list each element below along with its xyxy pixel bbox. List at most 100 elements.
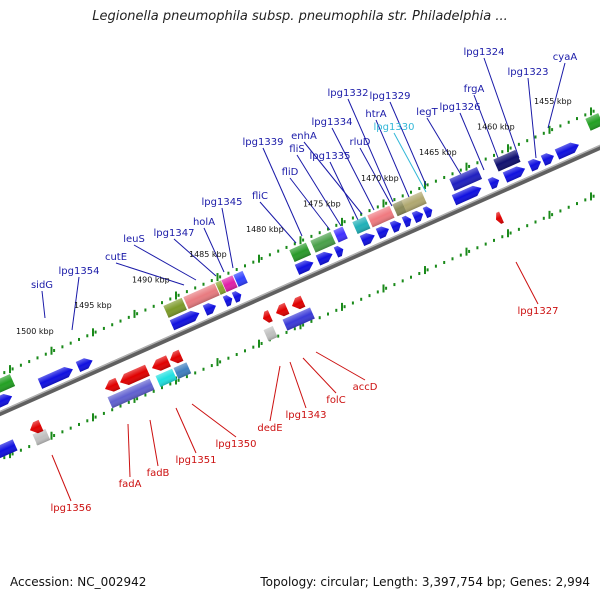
forward-gene-label[interactable]: lpg1347 [154,228,195,239]
forward-gene-arrow[interactable] [231,290,244,303]
forward-gene-label[interactable]: lpg1354 [59,266,100,277]
reverse-gene-label[interactable]: lpg1351 [176,455,217,466]
forward-gene-box[interactable] [493,149,521,172]
forward-gene-label[interactable]: leuS [123,234,145,245]
forward-gene-arrow[interactable] [502,164,528,183]
reverse-gene-arrow[interactable] [103,377,121,395]
forward-gene-arrow[interactable] [554,140,581,160]
forward-gene-arrow[interactable] [451,183,484,206]
forward-gene-box[interactable] [163,297,187,318]
reverse-gene-label[interactable]: fadA [119,479,142,490]
reverse-gene-arrow[interactable] [282,307,315,331]
forward-gene-arrow[interactable] [487,175,502,190]
forward-gene-box[interactable] [233,270,248,287]
reverse-gene-arrow[interactable] [290,295,306,312]
forward-gene-arrow[interactable] [411,209,426,223]
forward-gene-box[interactable] [310,231,336,253]
forward-gene-label[interactable]: fliC [252,191,268,202]
forward-gene-box[interactable] [449,166,483,192]
forward-gene-box[interactable] [401,191,427,213]
forward-gene-label[interactable]: lpg1330 [374,122,415,133]
forward-gene-box[interactable] [215,280,227,295]
forward-gene-box[interactable] [289,242,312,262]
forward-gene-label[interactable]: enhA [291,131,317,142]
forward-gene-arrow[interactable] [359,230,377,247]
tick-mark [260,341,263,345]
reverse-gene-label[interactable]: folC [326,395,345,406]
forward-gene-box[interactable] [585,113,600,131]
forward-gene-label[interactable]: lpg1323 [508,67,549,78]
reverse-gene-label[interactable]: fadB [147,468,170,479]
forward-gene-label[interactable]: lpg1345 [202,197,243,208]
reverse-gene-arrow[interactable] [155,368,177,387]
reverse-gene-label[interactable]: lpg1350 [216,439,257,450]
forward-gene-arrow[interactable] [222,293,235,307]
forward-leader-line [331,127,375,211]
tick-mark [484,157,487,161]
tick-mark [53,349,56,353]
forward-gene-arrow[interactable] [75,355,95,372]
forward-gene-label[interactable]: lpg1335 [310,151,351,162]
forward-gene-label[interactable]: lpg1339 [243,137,284,148]
tick-mark [169,382,172,386]
forward-gene-box[interactable] [333,226,348,243]
reverse-gene-arrow[interactable] [28,419,44,436]
reverse-gene-label[interactable]: lpg1327 [518,306,559,317]
tick-mark [393,283,396,287]
reverse-gene-arrow[interactable] [32,428,51,446]
forward-gene-arrow[interactable] [401,214,414,228]
forward-gene-arrow[interactable] [294,258,316,275]
forward-gene-arrow[interactable] [527,157,543,172]
forward-gene-label[interactable]: htrA [365,109,386,120]
forward-gene-label[interactable]: cutE [105,252,127,263]
forward-gene-box[interactable] [0,374,16,394]
forward-gene-arrow[interactable] [540,151,556,166]
reverse-gene-arrow[interactable] [261,310,273,324]
forward-gene-label[interactable]: cyaA [553,52,578,63]
forward-gene-label[interactable]: holA [193,217,215,228]
forward-gene-label[interactable]: lpg1324 [464,47,505,58]
forward-gene-arrow[interactable] [375,224,391,239]
forward-gene-arrow[interactable] [169,308,202,331]
tick-mark [310,319,313,323]
reverse-gene-arrow[interactable] [263,326,278,342]
tick-mark [44,352,47,356]
reverse-gene-arrow[interactable] [107,378,155,409]
forward-gene-label[interactable]: frgA [464,84,485,95]
forward-gene-box[interactable] [183,283,220,310]
reverse-gene-label[interactable]: lpg1343 [286,410,327,421]
forward-gene-box[interactable] [367,205,395,228]
forward-gene-label[interactable]: fliD [282,167,299,178]
forward-gene-label[interactable]: fliS [289,144,304,155]
reverse-gene-arrow[interactable] [173,362,192,379]
forward-gene-arrow[interactable] [202,301,218,316]
forward-gene-box[interactable] [352,216,371,235]
forward-gene-arrow[interactable] [422,205,435,219]
forward-gene-arrow[interactable] [0,391,14,411]
forward-gene-arrow[interactable] [333,244,346,258]
forward-gene-label[interactable]: lpg1332 [328,88,369,99]
forward-gene-arrow[interactable] [315,249,335,266]
reverse-gene-label[interactable]: dedE [257,423,282,434]
forward-gene-arrow[interactable] [37,364,75,389]
reverse-gene-label[interactable]: accD [353,382,378,393]
reverse-gene-label[interactable]: lpg1356 [51,503,92,514]
forward-gene-label[interactable]: lpg1334 [312,117,353,128]
forward-gene-label[interactable]: lpg1326 [440,102,481,113]
reverse-gene-arrow[interactable] [150,355,171,373]
forward-gene-label[interactable]: lpg1329 [370,91,411,102]
forward-gene-box[interactable] [221,275,238,293]
tick-mark [451,172,454,176]
forward-gene-arrow[interactable] [389,219,404,233]
forward-gene-label[interactable]: sidG [31,280,53,291]
forward-gene-label[interactable]: legT [416,107,438,118]
reverse-gene-arrow[interactable] [118,364,150,388]
forward-leader-line [527,77,537,159]
reverse-gene-arrow[interactable] [0,439,18,460]
reverse-gene-arrow[interactable] [494,211,504,225]
reverse-gene-arrow[interactable] [168,349,184,366]
forward-gene-label[interactable]: rluD [350,137,371,148]
tick-mark [61,430,64,434]
reverse-gene-arrow[interactable] [274,302,290,319]
